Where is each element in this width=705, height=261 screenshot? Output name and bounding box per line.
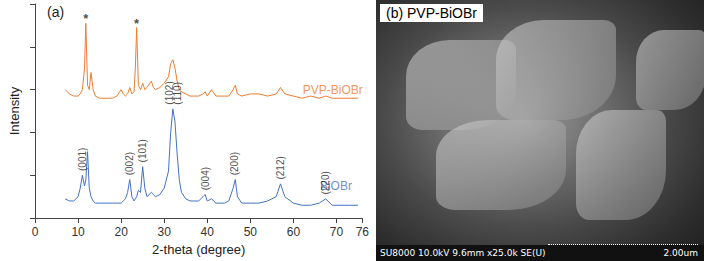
svg-text:(102): (102) [164, 81, 176, 105]
svg-text:*: * [83, 11, 89, 26]
svg-text:(004): (004) [200, 167, 211, 190]
svg-text:2-theta (degree): 2-theta (degree) [152, 242, 245, 257]
svg-text:*: * [134, 16, 140, 31]
svg-text:(200): (200) [229, 152, 240, 175]
svg-text:50: 50 [244, 225, 258, 239]
svg-text:60: 60 [287, 225, 301, 239]
svg-text:(110): (110) [172, 82, 183, 105]
svg-text:(212): (212) [275, 156, 286, 179]
svg-text:PVP-BiOBr: PVP-BiOBr [303, 83, 363, 97]
svg-text:(a): (a) [47, 4, 64, 20]
svg-text:10: 10 [71, 225, 85, 239]
svg-text:40: 40 [201, 225, 215, 239]
svg-text:Intensity: Intensity [7, 86, 22, 135]
svg-text:30: 30 [158, 225, 172, 239]
svg-text:(002): (002) [124, 152, 135, 175]
html-text:(b) PVP-BiOBr: (b) PVP-BiOBr [386, 5, 477, 21]
svg-text:(220): (220) [320, 171, 331, 194]
svg-text:76: 76 [356, 225, 370, 239]
svg-text:70: 70 [330, 225, 344, 239]
svg-text:(101): (101) [137, 139, 148, 162]
svg-text:BiOBr: BiOBr [320, 179, 352, 193]
svg-text:0: 0 [32, 225, 39, 239]
html-text:2.00um: 2.00um [663, 248, 698, 258]
html-text:SU8000 10.0kV 9.6mm x25.0k SE(: SU8000 10.0kV 9.6mm x25.0k SE(U) [380, 248, 546, 258]
svg-text:20: 20 [114, 225, 128, 239]
svg-text:(001): (001) [77, 148, 88, 171]
